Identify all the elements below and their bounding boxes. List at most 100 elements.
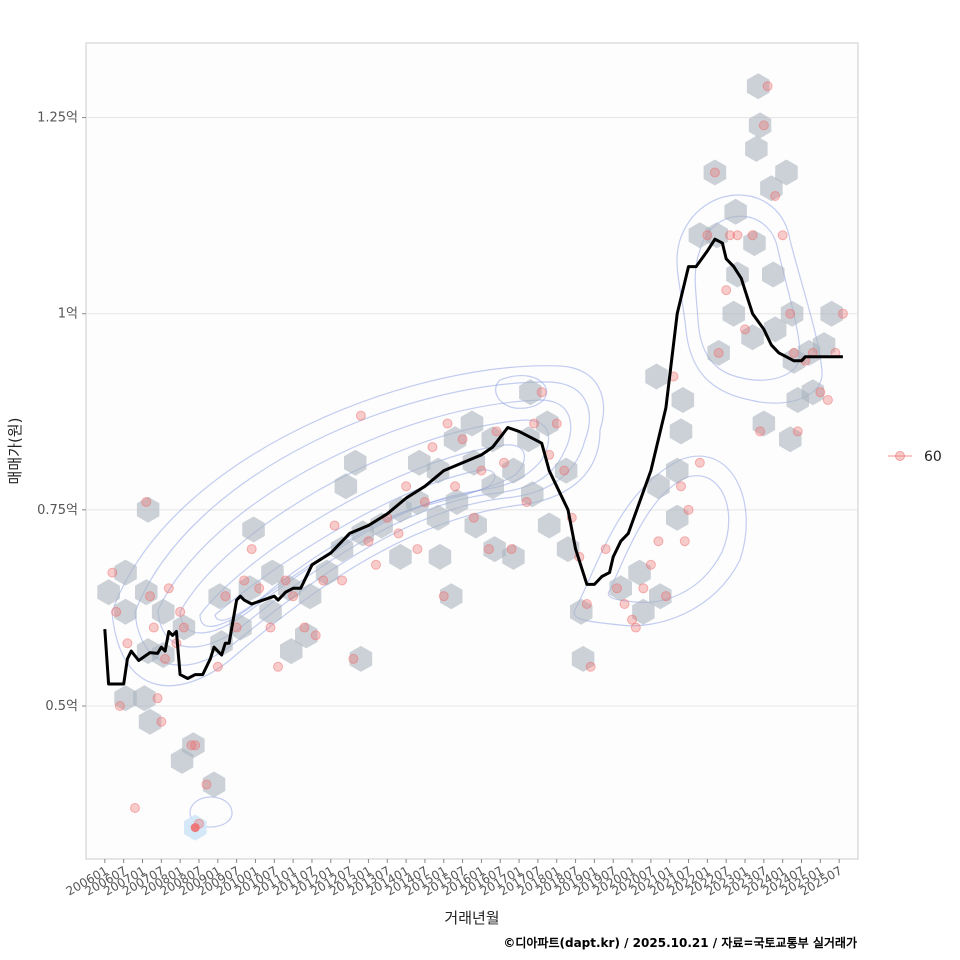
data-point: [393, 528, 404, 539]
hexbin: [481, 426, 504, 453]
hexbin: [666, 504, 689, 531]
data-point: [348, 653, 359, 664]
contour-line: [111, 365, 605, 687]
hexbin: [481, 473, 504, 500]
data-point: [600, 544, 611, 555]
data-point: [363, 536, 374, 547]
hexbin: [570, 598, 593, 625]
data-point: [551, 418, 562, 429]
data-point: [709, 167, 720, 178]
hexbin: [724, 198, 747, 225]
hexbin: [443, 426, 467, 453]
hexbin: [426, 457, 450, 484]
data-point: [676, 481, 687, 492]
data-point: [280, 575, 291, 586]
hexbin: [445, 489, 469, 515]
hexbin: [97, 579, 120, 606]
hexbin: [645, 363, 668, 390]
hexbin: [464, 512, 487, 539]
points-layer: [107, 81, 848, 833]
data-point: [611, 583, 622, 594]
y-tick-label: 1.25억: [37, 111, 78, 126]
hexbin: [259, 598, 282, 625]
data-point: [160, 653, 171, 664]
data-point: [476, 465, 487, 476]
data-point: [122, 638, 133, 649]
data-point: [740, 324, 751, 335]
data-point: [457, 434, 468, 445]
hexbin: [519, 379, 542, 406]
hexbin: [349, 645, 373, 672]
hexbin: [344, 449, 367, 476]
trend-line: [103, 237, 843, 686]
data-point: [114, 701, 125, 711]
data-point: [483, 544, 494, 555]
hexbin: [669, 418, 693, 445]
hexbin: [537, 512, 561, 539]
data-point: [163, 583, 174, 594]
y-axis-title: 매매가(원): [6, 418, 24, 485]
data-point: [788, 347, 799, 358]
hexbin: [746, 73, 770, 100]
data-point: [190, 823, 200, 833]
hexbin: [752, 410, 776, 437]
data-point: [792, 426, 803, 437]
hexbin: [370, 512, 393, 539]
hexbin: [671, 387, 695, 413]
hexbin: [238, 575, 262, 602]
data-point: [747, 230, 758, 241]
hexbin: [649, 583, 672, 610]
y-tick-label: 1억: [58, 307, 78, 322]
data-point: [186, 740, 197, 751]
hexbin: [666, 457, 689, 484]
hexbin: [280, 638, 303, 665]
data-point: [299, 622, 310, 633]
data-point: [785, 308, 796, 319]
data-point: [254, 583, 265, 594]
data-point: [468, 512, 479, 523]
data-point: [822, 395, 833, 405]
data-point: [585, 661, 596, 672]
data-point: [529, 418, 540, 429]
hexbin: [763, 316, 787, 343]
hexbin: [762, 261, 785, 288]
data-point: [627, 614, 638, 625]
contour-line: [607, 475, 730, 604]
hexbin: [748, 112, 772, 139]
hexbin: [298, 583, 322, 610]
x-axis-title: 거래년월: [444, 909, 499, 927]
legend: 60: [888, 449, 942, 465]
hexbin: [745, 135, 768, 162]
hexbin: [741, 324, 764, 351]
hexbin: [408, 449, 431, 476]
data-point: [401, 481, 412, 492]
hexbin: [703, 159, 727, 186]
hexbin: [229, 614, 252, 641]
data-point: [724, 230, 735, 241]
contour-line: [495, 374, 548, 409]
data-point: [201, 779, 212, 790]
data-point: [499, 457, 510, 468]
hexbin: [609, 575, 632, 602]
data-point: [220, 591, 231, 602]
hexbin: [208, 583, 231, 610]
hexbin: [135, 579, 158, 606]
hexbin: [261, 559, 284, 586]
hexbin: [775, 159, 798, 186]
y-tick-label: 0.5억: [45, 699, 78, 714]
hexbin: [707, 339, 730, 366]
data-point: [265, 622, 276, 633]
data-point: [506, 544, 517, 555]
data-point: [721, 285, 732, 296]
hexbin: [760, 175, 783, 202]
data-point: [702, 230, 713, 241]
data-point: [521, 497, 532, 507]
y-axis-ticks: 0.5억 0.75억 1억 1.25억: [37, 111, 86, 714]
data-point: [683, 504, 694, 515]
data-point: [758, 120, 769, 131]
data-point: [645, 559, 656, 570]
hexbin: [779, 426, 802, 453]
hexbin: [647, 473, 670, 500]
data-point: [491, 426, 502, 437]
data-point: [770, 191, 781, 201]
